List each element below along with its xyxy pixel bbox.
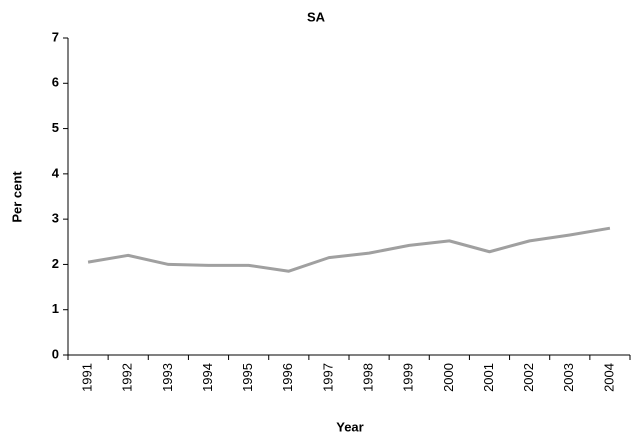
x-tick-label: 1999 — [401, 363, 416, 392]
y-tick-label: 7 — [52, 29, 59, 44]
x-tick-label: 1992 — [120, 363, 135, 392]
x-tick-label: 2002 — [521, 363, 536, 392]
x-tick-label: 1995 — [240, 363, 255, 392]
x-tick-label: 1997 — [320, 363, 335, 392]
line — [87, 226, 611, 273]
y-tick-label: 5 — [52, 120, 59, 135]
x-tick-label: 2004 — [601, 363, 616, 392]
x-tick-label: 1991 — [80, 363, 95, 392]
x-tick-label: 1993 — [160, 363, 175, 392]
x-axis-label: Year — [336, 419, 363, 434]
x-tick-label: 2003 — [561, 363, 576, 392]
x-tick-label: 1998 — [361, 363, 376, 392]
x-tick-label: 1994 — [200, 363, 215, 392]
x-tick-label: 2000 — [441, 363, 456, 392]
x-tick-label: 2001 — [481, 363, 496, 392]
y-tick-label: 4 — [52, 165, 60, 180]
y-tick-label: 6 — [52, 75, 59, 90]
y-axis-label: Per cent — [9, 171, 24, 223]
y-tick-label: 1 — [52, 301, 59, 316]
y-tick-label: 0 — [52, 346, 59, 361]
x-tick-label: 1996 — [280, 363, 295, 392]
chart-title: SA — [307, 9, 326, 24]
y-tick-label: 2 — [52, 256, 59, 271]
y-tick-label: 3 — [52, 211, 59, 226]
